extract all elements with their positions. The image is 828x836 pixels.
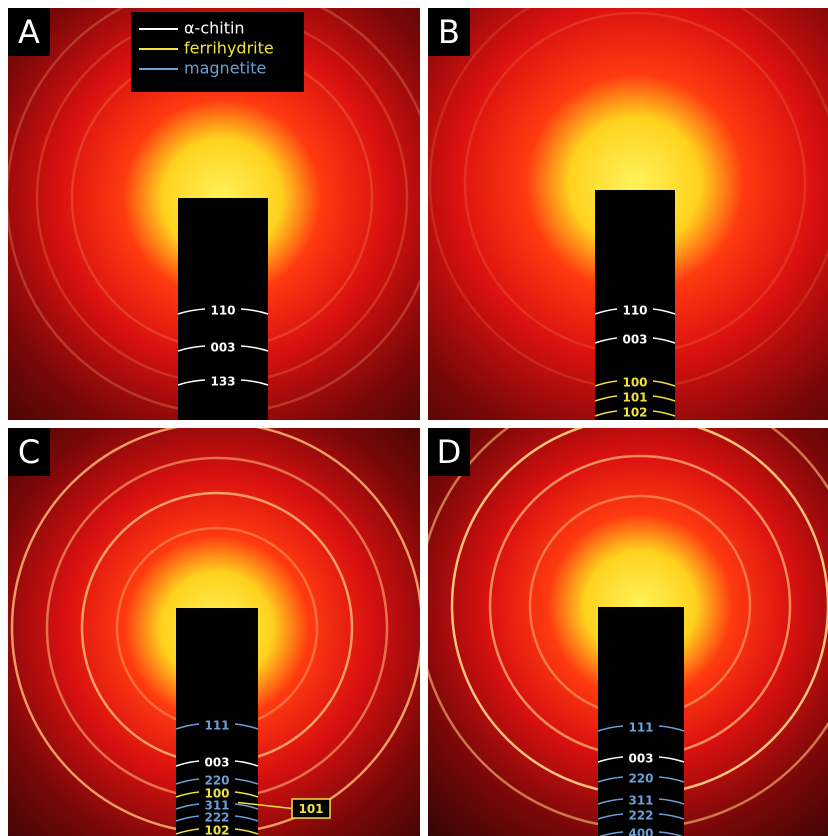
ring-label: 100: [622, 376, 647, 390]
ring-label: 003: [622, 333, 647, 347]
ring-label: 110: [622, 304, 647, 318]
legend-label: magnetite: [184, 59, 266, 78]
ring-label: 003: [204, 756, 229, 770]
ring-label: 220: [628, 772, 653, 786]
figure: 110003133Aα-chitinferrihydritemagnetite1…: [0, 0, 828, 836]
panel-letter: A: [18, 13, 40, 51]
legend-label: α-chitin: [184, 19, 245, 38]
panel-letter: C: [18, 433, 40, 471]
legend-label: ferrihydrite: [184, 39, 274, 58]
ring-label: 101: [622, 391, 647, 405]
panel-letter: B: [438, 13, 460, 51]
ring-label: 311: [628, 794, 653, 808]
ring-label: 133: [210, 375, 235, 389]
ring-label: 400: [628, 827, 653, 836]
ring-label: 111: [204, 719, 229, 733]
ring-label: 102: [622, 406, 647, 420]
ring-label: 003: [210, 341, 235, 355]
ring-label: 222: [204, 811, 229, 825]
ring-label: 110: [210, 304, 235, 318]
ring-label: 003: [628, 752, 653, 766]
ring-label: 102: [204, 824, 229, 836]
ring-label: 220: [204, 774, 229, 788]
ring-label: 222: [628, 809, 653, 823]
panel-letter: D: [437, 433, 462, 471]
ring-label: 111: [628, 721, 653, 735]
callout-label: 101: [298, 802, 323, 816]
